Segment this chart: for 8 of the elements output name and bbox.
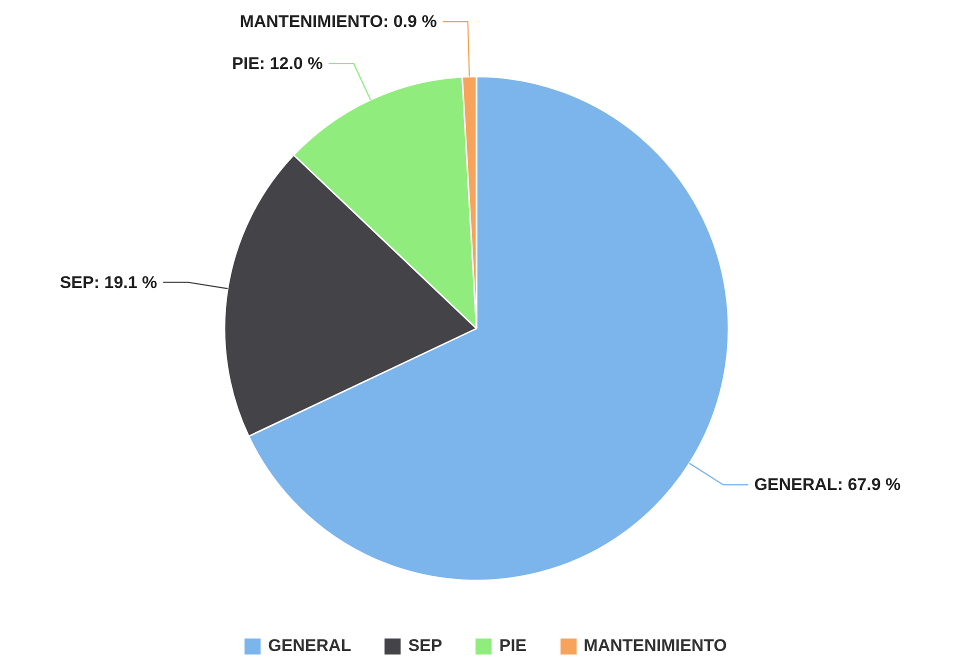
data-label: MANTENIMIENTO: 0.9 % xyxy=(240,12,437,32)
data-label: SEP: 19.1 % xyxy=(60,272,158,292)
legend-label: GENERAL xyxy=(268,636,352,656)
legend-label: PIE xyxy=(499,636,527,656)
data-label: GENERAL: 67.9 % xyxy=(754,475,901,494)
legend-label: SEP xyxy=(408,636,442,656)
data-label: PIE: 12.0 % xyxy=(232,54,323,74)
legend-label: MANTENIMIENTO xyxy=(584,636,727,656)
